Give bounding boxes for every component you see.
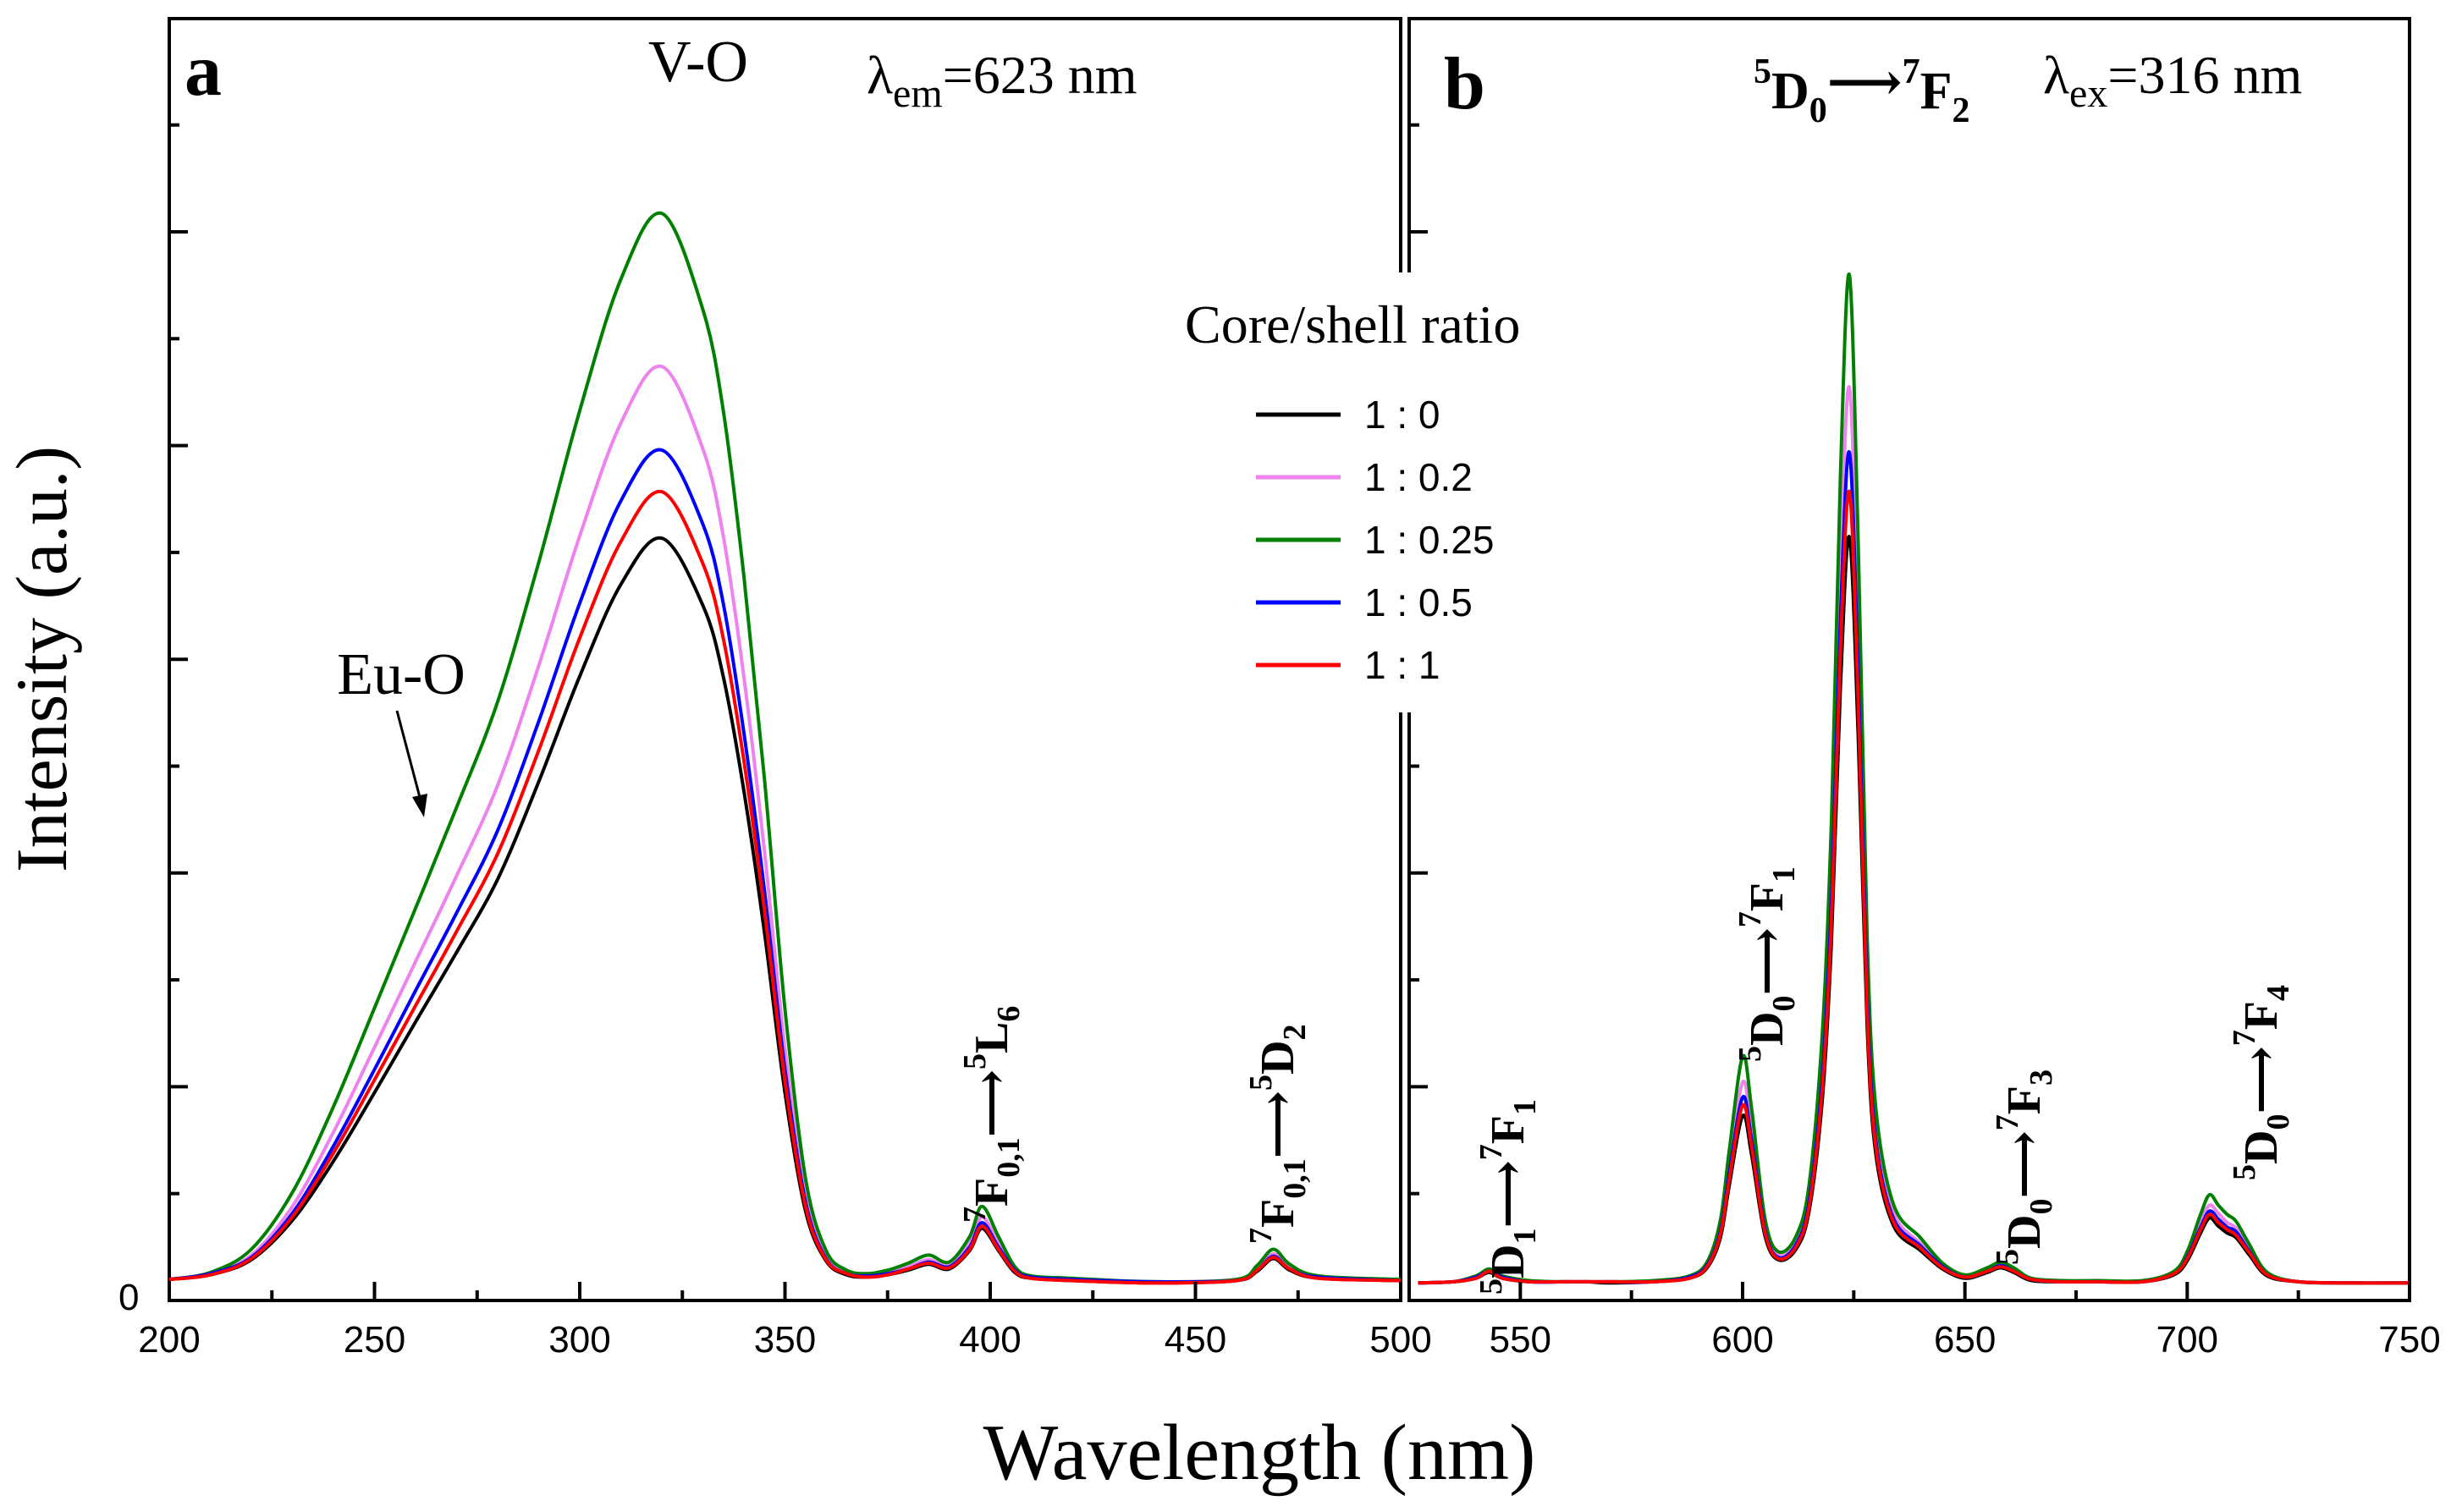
panel-a-ticks [168, 123, 1402, 1302]
euo-arrow [395, 710, 427, 817]
legend: Core/shell ratio 1 : 01 : 0.21 : 0.251 :… [1168, 272, 1622, 712]
legend-title: Core/shell ratio [1185, 294, 1520, 355]
legend-label-2: 1 : 0.25 [1364, 518, 1494, 562]
lambda-em-value: =623 nm [943, 45, 1137, 105]
x-tick-label-b-550: 550 [1490, 1319, 1551, 1361]
transition-5d0-7f1: 5D0⟶7F1 [1732, 866, 1802, 1062]
x-tick-label-a-450: 450 [1165, 1319, 1226, 1361]
lambda-symbol-b: λ [2043, 45, 2069, 105]
svg-text:5D0⟶7F4: 5D0⟶7F4 [2227, 985, 2296, 1180]
x-tick-label-a-300: 300 [548, 1319, 610, 1361]
legend-label-3: 1 : 0.5 [1364, 580, 1473, 624]
legend-label-1: 1 : 0.2 [1364, 455, 1473, 499]
x-tick-label-b-650: 650 [1934, 1319, 1996, 1361]
transition-5d1-7f1: 5D1⟶7F1 [1473, 1099, 1543, 1295]
panel-b-condition: λex=316 nm [2043, 45, 2302, 116]
series-line-a-4 [169, 490, 1401, 1285]
transition-7f01-5d2: 7F0,1⟶5D2 [1243, 1025, 1313, 1244]
y-axis-label: Intensity (a.u.) [1, 446, 82, 872]
svg-text:7F0,1⟶5L6: 7F0,1⟶5L6 [957, 1006, 1027, 1223]
x-tick-label-a-250: 250 [344, 1319, 405, 1361]
x-tick-label-a-350: 350 [754, 1319, 816, 1361]
series-line-b-4 [1418, 489, 2410, 1285]
panel-b-curves [1418, 272, 2410, 1285]
x-tick-label-b-750: 750 [2378, 1319, 2440, 1361]
lambda-ex-value: =316 nm [2107, 45, 2302, 105]
euo-annotation: Eu-O [337, 642, 465, 707]
y-tick-label-0: 0 [118, 1277, 139, 1318]
panel-a-curves [169, 211, 1401, 1285]
x-tick-label-a-400: 400 [959, 1319, 1021, 1361]
svg-text:5D1⟶7F1: 5D1⟶7F1 [1473, 1099, 1543, 1295]
panel-a-condition: λem=623 nm [867, 45, 1137, 116]
transition-7f01-5l6: 7F0,1⟶5L6 [957, 1006, 1027, 1223]
svg-text:7F0,1⟶5D2: 7F0,1⟶5D2 [1243, 1025, 1313, 1244]
lambda-sub-em: em [893, 71, 943, 116]
legend-label-4: 1 : 1 [1364, 643, 1440, 687]
lambda-sub-ex: ex [2069, 71, 2107, 116]
x-tick-label-b-700: 700 [2156, 1319, 2218, 1361]
x-tick-label-a-200: 200 [138, 1319, 200, 1361]
lambda-symbol: λ [867, 45, 893, 105]
x-tick-label-b-600: 600 [1711, 1319, 1773, 1361]
panel-a-label: a [185, 30, 222, 112]
vo-annotation: V-O [648, 30, 748, 95]
x-axis-label: Wavelength (nm) [983, 1409, 1536, 1497]
svg-text:5D0⟶7F1: 5D0⟶7F1 [1732, 866, 1802, 1062]
legend-label-0: 1 : 0 [1364, 393, 1440, 437]
tick-labels: 200 250 300 350 400 450 500 550 600 650 700 750 [138, 1319, 2440, 1361]
legend-items: 1 : 0 1 : 0.2 1 : 0.25 1 : 0.5 1 : 1 [1256, 393, 1494, 687]
transition-5d0-7f4: 5D0⟶7F4 [2227, 985, 2296, 1180]
transition-5d0-7f3: 5D0⟶7F3 [1990, 1069, 2059, 1265]
legend-background [1168, 272, 1622, 712]
transition-5d0-7f2: 5D0⟶7F2 [1754, 52, 1970, 130]
panel-b-label: b [1444, 43, 1485, 125]
x-tick-label-a-500: 500 [1369, 1319, 1431, 1361]
svg-text:5D0⟶7F3: 5D0⟶7F3 [1990, 1069, 2059, 1265]
